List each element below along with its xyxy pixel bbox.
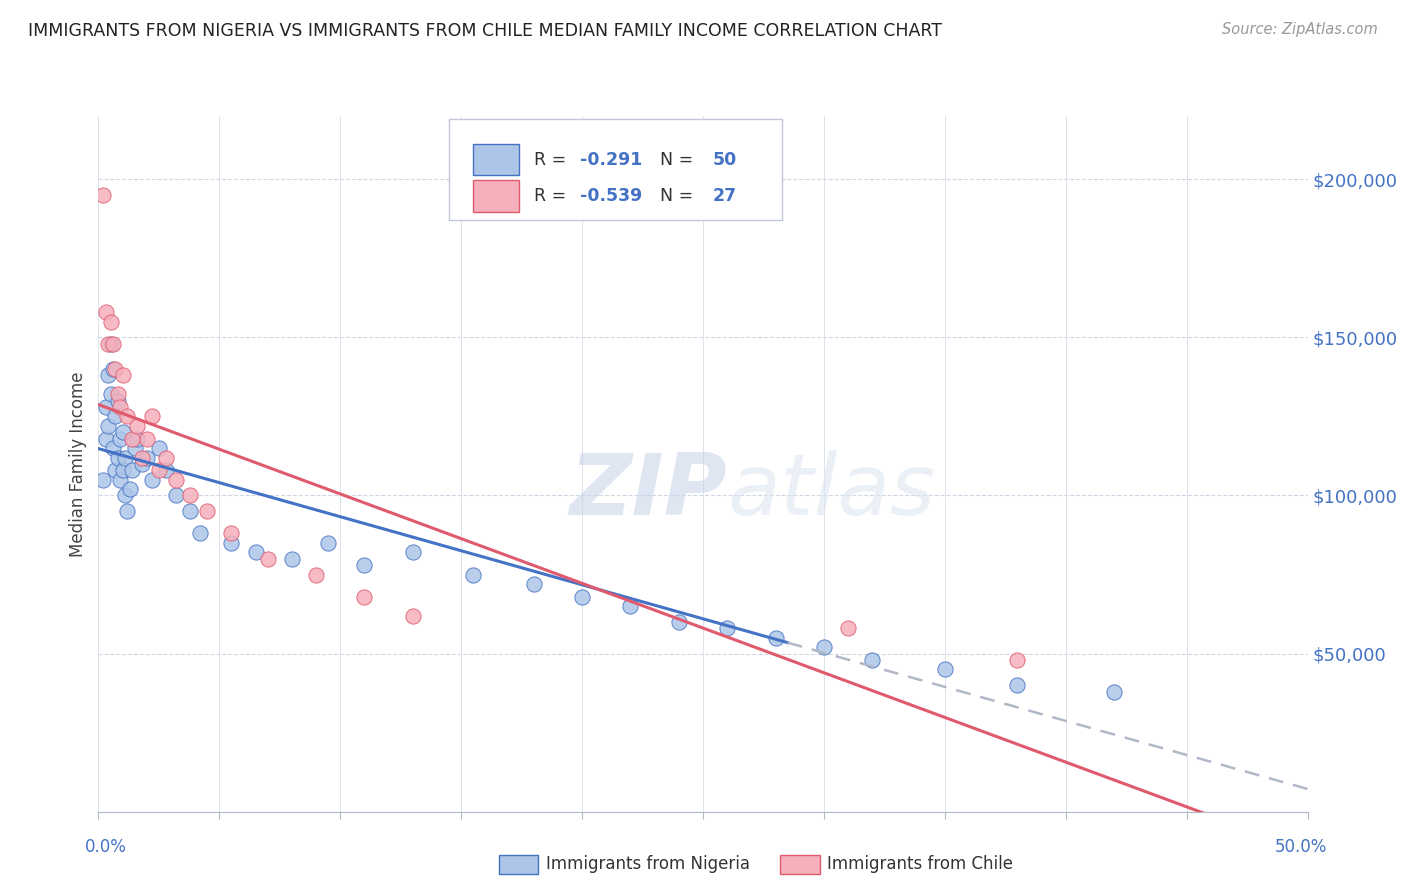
Text: R =: R = <box>534 151 571 169</box>
Text: N =: N = <box>648 151 699 169</box>
Point <box>668 615 690 629</box>
Point <box>97 336 120 351</box>
Point <box>353 590 375 604</box>
Text: Immigrants from Nigeria: Immigrants from Nigeria <box>546 855 749 873</box>
Point <box>135 432 157 446</box>
Point <box>221 536 243 550</box>
Text: IMMIGRANTS FROM NIGERIA VS IMMIGRANTS FROM CHILE MEDIAN FAMILY INCOME CORRELATIO: IMMIGRANTS FROM NIGERIA VS IMMIGRANTS FR… <box>28 22 942 40</box>
Point <box>100 336 122 351</box>
Point <box>94 432 117 446</box>
Point <box>101 441 124 455</box>
Point <box>165 488 187 502</box>
Point <box>107 387 129 401</box>
Point <box>100 314 122 328</box>
Point <box>281 551 304 566</box>
Point <box>619 599 641 614</box>
Point <box>91 188 114 202</box>
Text: 50: 50 <box>713 151 737 169</box>
Text: 0.0%: 0.0% <box>84 838 127 856</box>
Point <box>127 432 149 446</box>
Point <box>94 400 117 414</box>
FancyBboxPatch shape <box>474 180 519 211</box>
Point <box>1102 684 1125 698</box>
Point <box>141 473 163 487</box>
Text: -0.291: -0.291 <box>579 151 643 169</box>
Point <box>316 536 339 550</box>
Point <box>148 463 170 477</box>
Point <box>195 504 218 518</box>
Point <box>111 368 134 383</box>
Point <box>837 621 859 635</box>
Point <box>402 545 425 559</box>
Y-axis label: Median Family Income: Median Family Income <box>69 371 87 557</box>
Point <box>97 418 120 433</box>
Point <box>100 387 122 401</box>
Point <box>97 368 120 383</box>
Point <box>813 640 835 655</box>
Point <box>117 409 139 424</box>
Point <box>104 409 127 424</box>
Point <box>221 526 243 541</box>
Point <box>305 567 328 582</box>
Text: R =: R = <box>534 187 571 205</box>
Text: N =: N = <box>648 187 699 205</box>
Point <box>104 463 127 477</box>
Point <box>463 567 485 582</box>
Point <box>1007 653 1029 667</box>
Point <box>131 450 153 465</box>
Point <box>353 558 375 572</box>
Point <box>101 362 124 376</box>
Text: atlas: atlas <box>727 450 935 533</box>
Point <box>571 590 593 604</box>
Point <box>107 393 129 408</box>
Point <box>114 488 136 502</box>
Point <box>179 504 201 518</box>
Text: ZIP: ZIP <box>569 450 727 533</box>
Point <box>523 577 546 591</box>
Point <box>155 463 177 477</box>
Point <box>118 482 141 496</box>
Point <box>104 362 127 376</box>
Point <box>91 473 114 487</box>
Text: 50.0%: 50.0% <box>1274 838 1327 856</box>
Point <box>765 631 787 645</box>
Point <box>860 653 883 667</box>
Point <box>111 463 134 477</box>
Text: Source: ZipAtlas.com: Source: ZipAtlas.com <box>1222 22 1378 37</box>
Point <box>141 409 163 424</box>
Point <box>101 336 124 351</box>
Point <box>127 418 149 433</box>
Text: -0.539: -0.539 <box>579 187 643 205</box>
Point <box>179 488 201 502</box>
Point <box>155 450 177 465</box>
Point <box>124 441 146 455</box>
Point <box>402 608 425 623</box>
Point <box>131 457 153 471</box>
Point <box>121 432 143 446</box>
Point <box>107 450 129 465</box>
Point <box>165 473 187 487</box>
FancyBboxPatch shape <box>474 145 519 176</box>
Point <box>108 432 131 446</box>
Point <box>1007 678 1029 692</box>
Point <box>716 621 738 635</box>
Point <box>114 450 136 465</box>
Point <box>148 441 170 455</box>
Point <box>111 425 134 440</box>
Point <box>245 545 267 559</box>
Text: Immigrants from Chile: Immigrants from Chile <box>827 855 1012 873</box>
Point <box>121 463 143 477</box>
Point <box>934 662 956 676</box>
Point <box>94 305 117 319</box>
Point <box>135 450 157 465</box>
Text: 27: 27 <box>713 187 737 205</box>
Point <box>117 504 139 518</box>
Point <box>188 526 211 541</box>
Point <box>108 400 131 414</box>
FancyBboxPatch shape <box>449 120 782 220</box>
Point <box>108 473 131 487</box>
Point <box>256 551 278 566</box>
